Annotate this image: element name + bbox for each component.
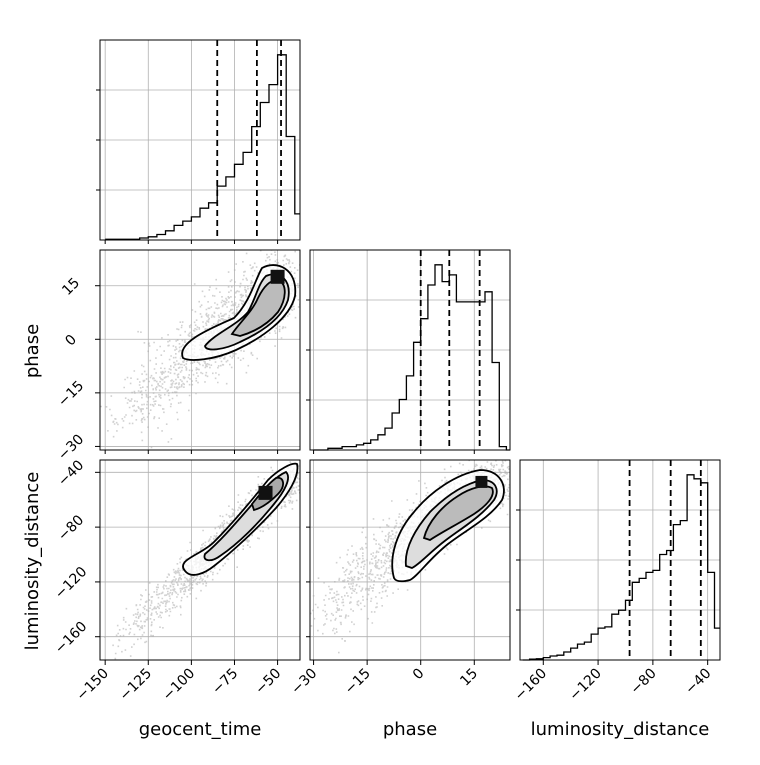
contour-group bbox=[391, 469, 505, 583]
tick-layer: −150 −125 −100 −75 −50 −30 −15 0 15 −160 −120 −80 −4… bbox=[52, 89, 715, 705]
x-tick-label: −150 bbox=[74, 666, 113, 705]
contour-group bbox=[182, 462, 299, 576]
density-layer bbox=[100, 250, 510, 660]
y-axis-label-luminosity-distance: luminosity_distance bbox=[22, 472, 43, 651]
contour-inner bbox=[422, 485, 494, 541]
x-tick-label: 15 bbox=[457, 666, 481, 690]
y-tick-label: −160 bbox=[52, 619, 91, 658]
contour-group bbox=[181, 264, 297, 361]
y-tick-label: 15 bbox=[59, 275, 83, 299]
y-axis-label-phase: phase bbox=[22, 324, 43, 378]
x-tick-label: −100 bbox=[160, 666, 199, 705]
x-tick-label: −15 bbox=[342, 666, 374, 698]
y-tick-label: 0 bbox=[62, 332, 80, 350]
x-tick-label: −40 bbox=[682, 666, 714, 698]
x-tick-label: −50 bbox=[252, 666, 284, 698]
x-axis-label-phase: phase bbox=[383, 719, 437, 740]
x-tick-label: −120 bbox=[566, 666, 605, 705]
y-tick-label: −30 bbox=[55, 431, 87, 463]
x-tick-label: −30 bbox=[288, 666, 320, 698]
y-tick-label: −15 bbox=[55, 378, 87, 410]
x-tick-label: −160 bbox=[512, 666, 551, 705]
density-peak bbox=[270, 269, 285, 284]
y-tick-label: −120 bbox=[52, 564, 91, 603]
x-axis-label-geocent-time: geocent_time bbox=[139, 719, 262, 740]
x-tick-label: −80 bbox=[628, 666, 660, 698]
x-tick-label: −75 bbox=[209, 666, 241, 698]
density-peak bbox=[258, 485, 273, 500]
y-tick-label: −40 bbox=[55, 457, 87, 489]
data-layer bbox=[105, 40, 720, 661]
density-peak bbox=[475, 475, 488, 488]
histogram-phase bbox=[313, 264, 510, 451]
y-tick-label: −80 bbox=[55, 512, 87, 544]
panel-frame bbox=[309, 459, 511, 661]
x-tick-label: −125 bbox=[117, 666, 156, 705]
histogram-geocent-time bbox=[105, 54, 300, 240]
panel-frame bbox=[99, 249, 301, 451]
histogram-luminosity-distance bbox=[522, 474, 720, 661]
x-tick-label: 0 bbox=[410, 666, 428, 684]
panel-frame bbox=[99, 459, 301, 661]
x-axis-label-luminosity-distance: luminosity_distance bbox=[531, 719, 710, 740]
